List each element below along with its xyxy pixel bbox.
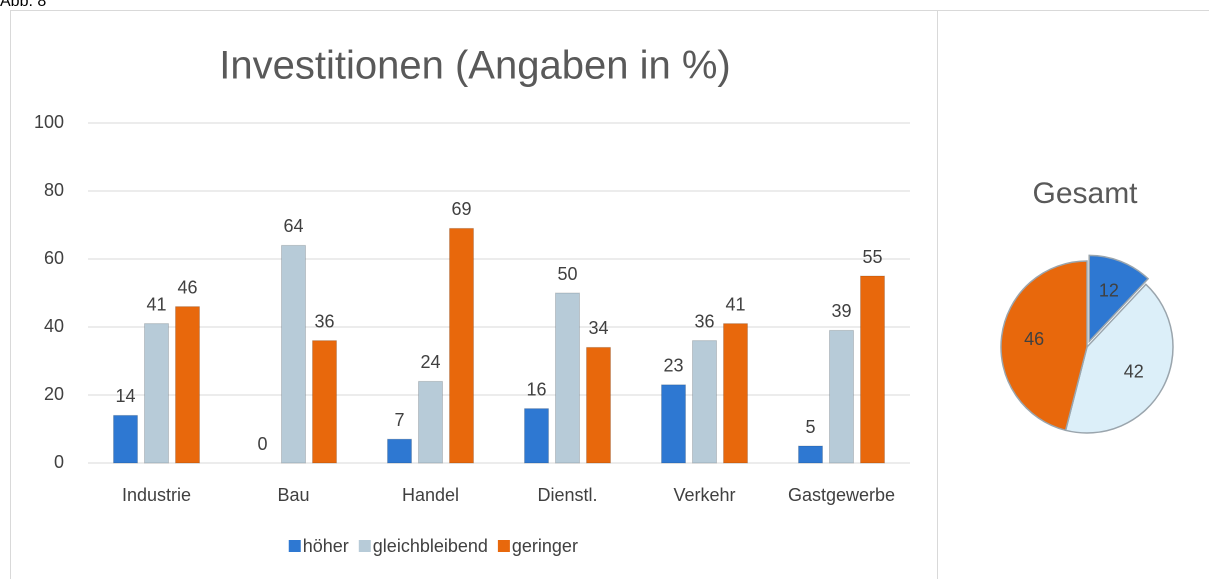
legend-swatch	[358, 540, 371, 552]
data-label: 24	[420, 352, 440, 372]
legend-label: gleichbleibend	[373, 536, 488, 556]
bar	[144, 323, 169, 464]
legend-label: geringer	[512, 536, 578, 556]
y-tick-label: 80	[44, 180, 64, 200]
bar	[661, 384, 686, 464]
slice-label: 46	[1024, 329, 1044, 349]
bar	[449, 227, 474, 464]
legend-swatch	[288, 540, 301, 552]
y-tick-label: 40	[44, 316, 64, 336]
bar-panel	[10, 10, 938, 579]
bar	[387, 438, 412, 464]
caption: Abb. 8	[0, 0, 46, 10]
x-tick-label: Gastgewerbe	[788, 485, 895, 505]
x-tick-label: Dienstl.	[537, 485, 597, 505]
data-label: 41	[146, 294, 166, 314]
slice-label: 42	[1124, 361, 1144, 381]
pie-title: Gesamt	[1032, 177, 1138, 210]
chart-title: Investitionen (Angaben in %)	[219, 44, 730, 88]
data-label: 50	[557, 264, 577, 284]
data-label: 64	[283, 216, 303, 236]
bar	[175, 306, 200, 464]
data-label: 23	[663, 356, 683, 376]
data-label: 41	[725, 294, 745, 314]
y-tick-label: 100	[34, 112, 64, 132]
data-label: 55	[862, 247, 882, 267]
x-tick-label: Verkehr	[673, 485, 735, 505]
data-label: 7	[394, 410, 404, 430]
data-label: 36	[314, 311, 334, 331]
pie-slice	[1088, 254, 1150, 344]
data-label: 46	[177, 277, 197, 297]
y-tick-label: 0	[54, 452, 64, 472]
x-tick-label: Bau	[277, 485, 309, 505]
pie-slice	[1064, 283, 1174, 434]
pie-slice	[1000, 260, 1088, 432]
bar	[418, 380, 443, 464]
slice-label: 12	[1099, 281, 1119, 301]
bar	[829, 329, 854, 464]
bar	[113, 414, 138, 464]
bar	[312, 340, 337, 464]
bar	[586, 346, 611, 464]
data-label: 36	[694, 311, 714, 331]
data-label: 16	[526, 379, 546, 399]
x-tick-label: Handel	[402, 485, 459, 505]
bar	[281, 244, 306, 464]
legend-label: höher	[303, 536, 349, 556]
data-label: 0	[257, 434, 267, 454]
bar	[798, 445, 823, 464]
x-tick-label: Industrie	[122, 485, 191, 505]
y-tick-label: 60	[44, 248, 64, 268]
bar	[692, 340, 717, 464]
bar	[555, 292, 580, 464]
bar	[860, 275, 885, 464]
data-label: 5	[805, 417, 815, 437]
data-label: 34	[588, 318, 608, 338]
data-label: 69	[451, 199, 471, 219]
data-label: 39	[831, 301, 851, 321]
y-tick-label: 20	[44, 384, 64, 404]
bar	[723, 323, 748, 464]
legend-swatch	[497, 540, 510, 552]
bar	[524, 408, 549, 464]
data-label: 14	[115, 386, 135, 406]
